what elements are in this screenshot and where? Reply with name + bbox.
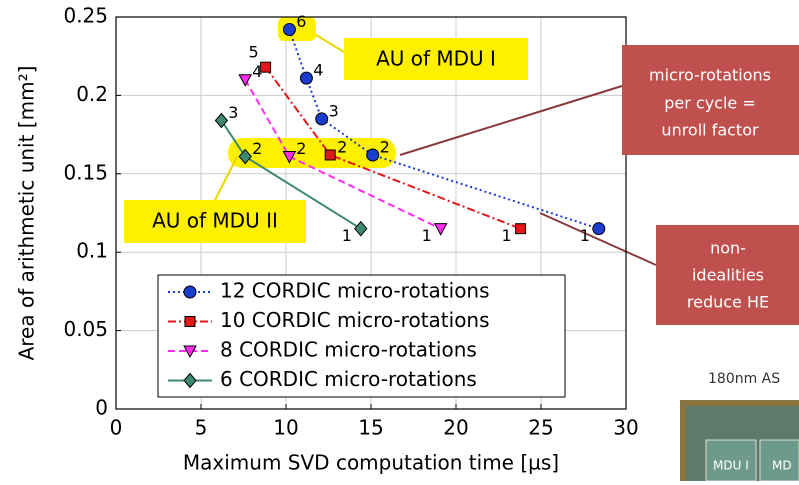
legend-marker bbox=[185, 317, 195, 327]
marker bbox=[300, 72, 312, 84]
caption: 180nm AS bbox=[708, 371, 780, 387]
y-tick-label: 0.25 bbox=[63, 4, 108, 28]
annotation: idealities bbox=[692, 266, 764, 285]
annotation: non- bbox=[710, 239, 746, 258]
point-label: 4 bbox=[313, 61, 323, 80]
y-tick-label: 0.1 bbox=[76, 239, 108, 263]
legend-label: 6 CORDIC micro-rotations bbox=[220, 367, 477, 391]
point-label: 6 bbox=[296, 12, 306, 31]
x-tick-label: 15 bbox=[358, 416, 383, 440]
annotation: unroll factor bbox=[661, 121, 759, 140]
marker bbox=[593, 223, 605, 235]
y-tick-label: 0.2 bbox=[76, 82, 108, 106]
annotation: AU of MDU II bbox=[152, 209, 278, 233]
point-label: 1 bbox=[422, 226, 432, 245]
y-tick-label: 0 bbox=[95, 396, 108, 420]
point-label: 3 bbox=[228, 103, 238, 122]
point-label: 2 bbox=[337, 137, 347, 156]
y-tick-label: 0.05 bbox=[63, 317, 108, 341]
x-tick-label: 20 bbox=[443, 416, 468, 440]
chart: 64321521421321 AU of MDU I AU of MDU II … bbox=[0, 0, 799, 481]
marker bbox=[367, 149, 379, 161]
point-label: 2 bbox=[296, 139, 306, 158]
marker bbox=[283, 24, 295, 36]
legend-label: 12 CORDIC micro-rotations bbox=[220, 279, 490, 303]
annotation: AU of MDU I bbox=[376, 47, 496, 71]
x-tick-label: 5 bbox=[195, 416, 208, 440]
marker bbox=[516, 224, 526, 234]
x-tick-label: 10 bbox=[273, 416, 298, 440]
point-label: 1 bbox=[502, 226, 512, 245]
point-label: 4 bbox=[252, 62, 262, 81]
annotation: reduce HE bbox=[687, 293, 769, 312]
point-label: 3 bbox=[329, 101, 339, 120]
legend-marker bbox=[184, 286, 196, 298]
point-label: 1 bbox=[580, 226, 590, 245]
y-axis-label: Area of arithmetic unit [mm²] bbox=[15, 66, 39, 361]
x-axis-label: Maximum SVD computation time [µs] bbox=[183, 451, 559, 475]
x-tick-label: 30 bbox=[613, 416, 638, 440]
annotation: micro-rotations bbox=[649, 66, 771, 85]
point-label: 5 bbox=[249, 43, 259, 62]
x-tick-label: 0 bbox=[110, 416, 123, 440]
legend-label: 8 CORDIC micro-rotations bbox=[220, 338, 477, 362]
y-tick-label: 0.15 bbox=[63, 160, 108, 184]
marker bbox=[325, 150, 335, 160]
legend-label: 10 CORDIC micro-rotations bbox=[220, 308, 490, 332]
point-label: 1 bbox=[342, 226, 352, 245]
annotation: per cycle = bbox=[664, 94, 756, 113]
chip-label: MDU I bbox=[713, 459, 749, 473]
x-tick-label: 25 bbox=[528, 416, 553, 440]
point-label: 2 bbox=[252, 139, 262, 158]
legend: 12 CORDIC micro-rotations 10 CORDIC micro… bbox=[158, 275, 565, 397]
point-label: 2 bbox=[380, 137, 390, 156]
chip-label: MD bbox=[772, 459, 792, 473]
marker bbox=[316, 113, 328, 125]
